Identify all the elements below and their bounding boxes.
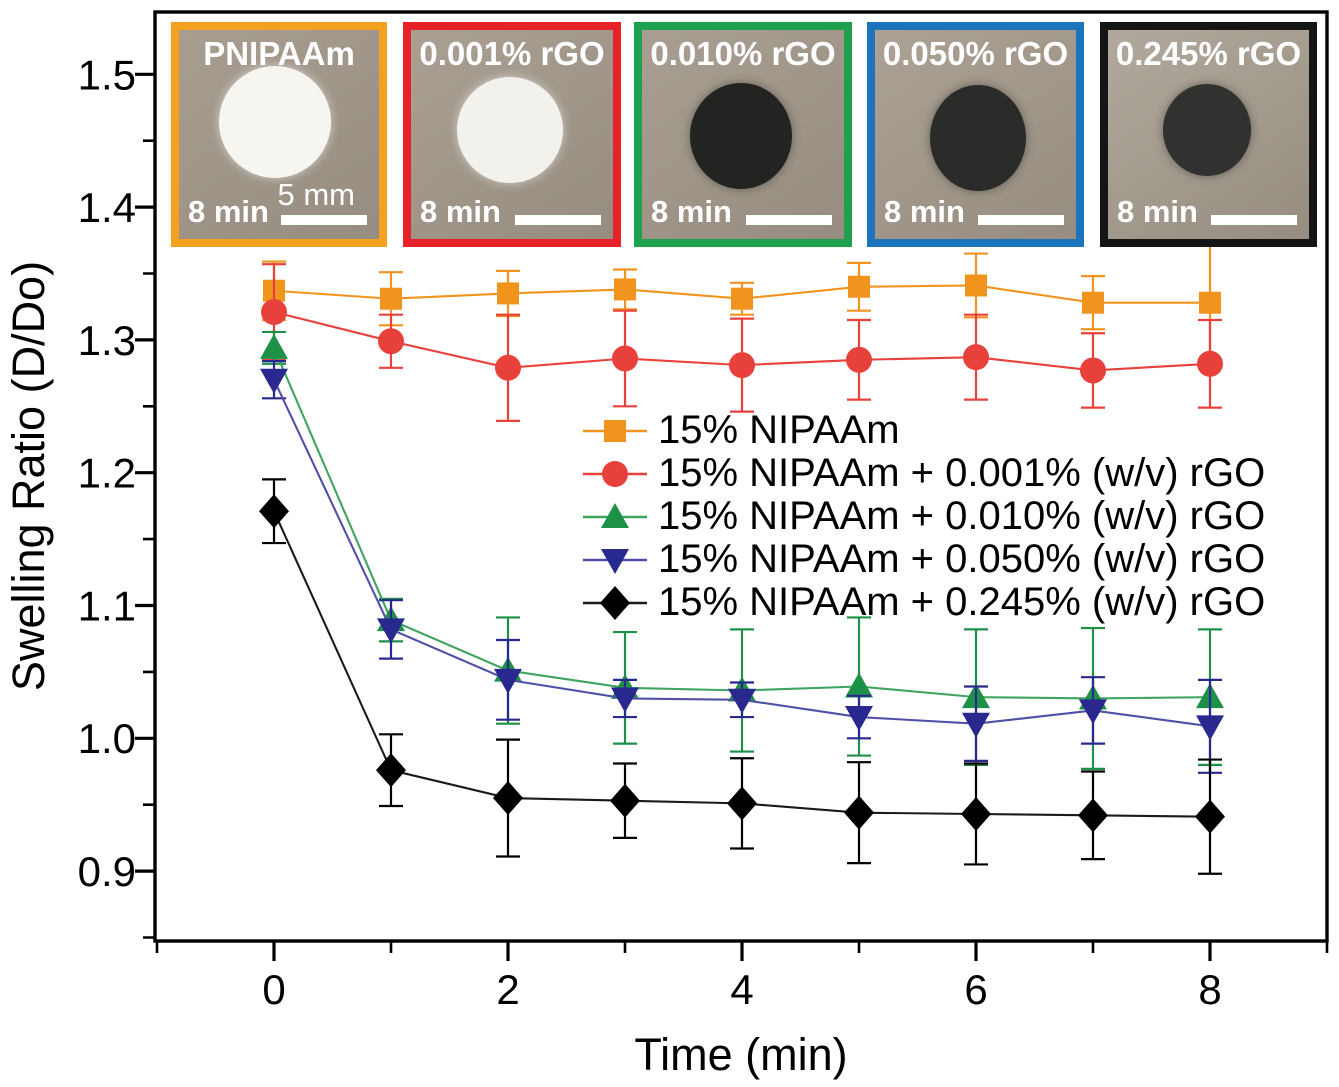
- inset-pnipaam: PNIPAAm 8 min 5 mm: [171, 22, 387, 247]
- inset-photo: 0.010% rGO 8 min: [642, 30, 844, 239]
- hydrogel-disc-dark: [1163, 84, 1251, 176]
- major-ticks: [135, 72, 1212, 961]
- series-15-nipaam-0-001-w-v-rgo: [261, 263, 1223, 423]
- inset-title: 0.050% rGO: [882, 35, 1069, 72]
- hydrogel-disc-dark: [930, 85, 1026, 191]
- x-tick-8: 8: [1198, 966, 1221, 1013]
- series-15-nipaam-0-050-w-v-rgo: [260, 360, 1224, 774]
- legend-entry-15-nipaam-0-010-w-v-rgo: 15% NIPAAm + 0.010% (w/v) rGO: [583, 494, 1266, 538]
- y-axis-title: Swelling Ratio (D/Do): [3, 261, 54, 691]
- inset-photo: 0.050% rGO 8 min: [875, 30, 1076, 239]
- legend-label: 15% NIPAAm + 0.050% (w/v) rGO: [658, 537, 1266, 581]
- y-tick-1.5: 1.5: [78, 51, 136, 98]
- inset-time-label: 8 min: [651, 194, 732, 229]
- series-15-nipaam-0-245-w-v-rgo: [259, 478, 1225, 875]
- y-tick-1.3: 1.3: [78, 317, 136, 364]
- legend-label: 15% NIPAAm + 0.245% (w/v) rGO: [658, 580, 1266, 624]
- inset-0-050-rgo: 0.050% rGO 8 min: [867, 22, 1084, 247]
- legend-entry-15-nipaam-0-050-w-v-rgo: 15% NIPAAm + 0.050% (w/v) rGO: [583, 537, 1266, 581]
- legend-marker-triangle-down: [583, 548, 647, 574]
- inset-photo: 0.245% rGO 8 min: [1108, 30, 1309, 239]
- inset-title: 0.010% rGO: [650, 35, 836, 72]
- scale-bar: [978, 215, 1064, 225]
- minor-ticks: [143, 139, 1329, 953]
- scale-bar: [281, 215, 367, 225]
- legend-label: 15% NIPAAm + 0.001% (w/v) rGO: [658, 451, 1266, 495]
- x-tick-2: 2: [496, 966, 519, 1013]
- y-tick-1.2: 1.2: [78, 450, 136, 497]
- scale-bar: [746, 215, 832, 225]
- x-tick-labels: 0 2 4 6 8: [262, 966, 1221, 1013]
- legend-marker-diamond: [583, 585, 647, 620]
- legend-marker-square: [583, 419, 647, 442]
- hydrogel-disc-white: [457, 77, 563, 183]
- y-tick-0.9: 0.9: [78, 848, 136, 895]
- inset-title: 0.245% rGO: [1115, 35, 1302, 72]
- scale-bar-label: 5 mm: [277, 177, 356, 212]
- legend-label: 15% NIPAAm: [658, 408, 900, 452]
- x-tick-4: 4: [730, 966, 753, 1013]
- inset-title: PNIPAAm: [203, 35, 355, 72]
- hydrogel-disc-dark: [690, 83, 792, 189]
- inset-photo: PNIPAAm 8 min 5 mm: [179, 30, 379, 239]
- axis-ticks: [135, 72, 1329, 961]
- inset-time-label: 8 min: [1117, 194, 1198, 229]
- inset-photo: 0.001% rGO 8 min: [411, 30, 613, 239]
- y-tick-1.4: 1.4: [78, 184, 136, 231]
- y-tick-labels: 0.9 1.0 1.1 1.2 1.3 1.4 1.5: [78, 51, 136, 895]
- scale-bar: [515, 215, 601, 225]
- inset-0-245-rgo: 0.245% rGO 8 min: [1100, 22, 1317, 247]
- x-axis-title: Time (min): [634, 1029, 847, 1080]
- chart-legend: 15% NIPAAm 15% NIPAAm + 0.001% (w/v) rGO 1…: [583, 408, 1266, 624]
- legend-marker-circle: [583, 460, 647, 487]
- legend-label: 15% NIPAAm + 0.010% (w/v) rGO: [658, 494, 1266, 538]
- inset-0-001-rgo: 0.001% rGO 8 min: [403, 22, 621, 247]
- hydrogel-disc-white: [219, 66, 331, 178]
- legend-entry-15-nipaam-0-245-w-v-rgo: 15% NIPAAm + 0.245% (w/v) rGO: [583, 580, 1266, 624]
- data-series: [259, 243, 1225, 875]
- legend-entry-15-nipaam: 15% NIPAAm: [583, 408, 1265, 452]
- x-tick-0: 0: [262, 966, 285, 1013]
- scale-bar: [1211, 215, 1297, 225]
- x-tick-6: 6: [964, 966, 987, 1013]
- inset-title: 0.001% rGO: [419, 35, 605, 72]
- legend-entry-15-nipaam-0-001-w-v-rgo: 15% NIPAAm + 0.001% (w/v) rGO: [583, 451, 1266, 495]
- inset-time-label: 8 min: [188, 194, 269, 229]
- legend-marker-triangle-up: [583, 502, 647, 528]
- inset-time-label: 8 min: [420, 194, 501, 229]
- inset-time-label: 8 min: [884, 194, 965, 229]
- y-tick-1.0: 1.0: [78, 715, 136, 762]
- y-tick-1.1: 1.1: [78, 583, 136, 630]
- inset-0-010-rgo: 0.010% rGO 8 min: [634, 22, 852, 247]
